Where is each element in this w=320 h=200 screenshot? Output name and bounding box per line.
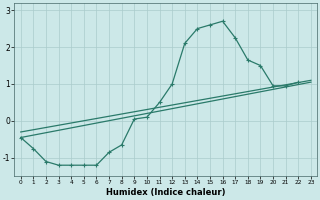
X-axis label: Humidex (Indice chaleur): Humidex (Indice chaleur) [106,188,226,197]
